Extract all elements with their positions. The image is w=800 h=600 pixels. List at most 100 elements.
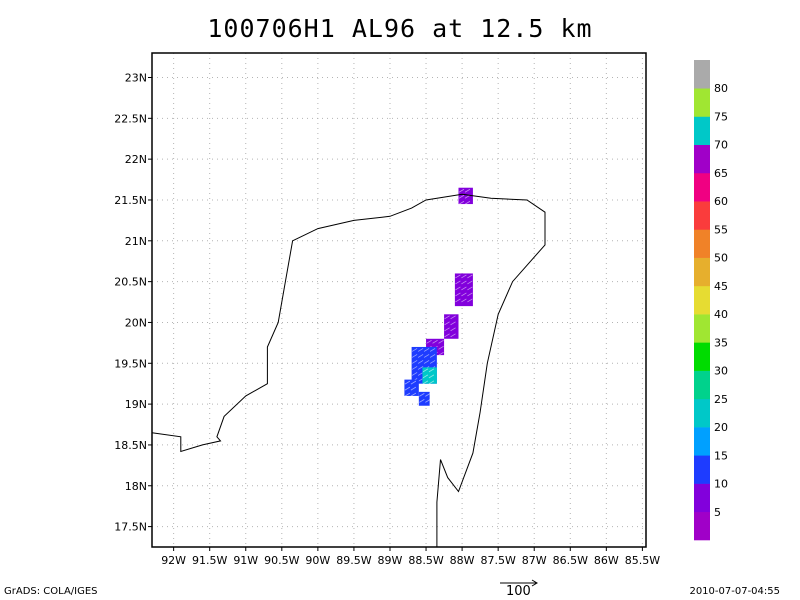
x-tick-label: 89.5W (336, 554, 371, 567)
x-tick-label: 86.5W (553, 554, 588, 567)
colorbar-label: 55 (714, 223, 728, 236)
wind-cluster-patch (454, 273, 473, 307)
y-tick-label: 22N (125, 153, 147, 166)
colorbar-swatch (694, 511, 710, 541)
wind-cluster (404, 379, 419, 397)
wind-barb (428, 368, 435, 373)
wind-barb (423, 360, 430, 364)
colorbar-swatch (694, 257, 710, 287)
colorbar-label: 50 (714, 252, 728, 265)
wind-barb (467, 286, 473, 291)
wind-barb (438, 345, 444, 350)
colorbar-swatch (694, 201, 710, 230)
wind-barb (411, 354, 418, 358)
colorbar-swatch (694, 342, 710, 371)
wind-cluster (454, 273, 473, 307)
wind-barb (450, 315, 456, 320)
wind-barb (444, 321, 450, 326)
wind-barb (455, 274, 461, 279)
colorbar-swatch (694, 455, 710, 484)
wind-barb (411, 366, 418, 370)
colorbar-label: 75 (714, 110, 728, 123)
colorbar-swatch (694, 60, 710, 89)
colorbar-label: 70 (714, 139, 728, 152)
reference-vector (500, 579, 538, 587)
colorbar: 5 10 15 20 25 30 35 40 45 50 55 60 65 70 75 80 (694, 60, 728, 541)
colorbar-label: 10 (714, 478, 728, 491)
wind-barb (450, 333, 456, 338)
y-tick-label: 19.5N (114, 357, 147, 370)
wind-barb (410, 386, 417, 391)
wind-barb (429, 360, 436, 364)
wind-barb (458, 194, 465, 199)
wind-cluster-patch (458, 187, 473, 205)
wind-barb (455, 280, 461, 285)
wind-barb (467, 280, 473, 285)
x-tick-label: 85.5W (625, 554, 660, 567)
wind-barb (467, 274, 473, 279)
wind-barb (404, 380, 411, 385)
colorbar-swatch (694, 427, 710, 456)
wind-barb (417, 360, 424, 364)
wind-barb (422, 374, 429, 379)
wind-barb (428, 374, 435, 379)
wind-barb (455, 298, 461, 303)
wind-cluster-patch (404, 379, 419, 396)
wind-barb (444, 327, 450, 332)
plot-frame (151, 52, 647, 548)
reference-vector-label: 100 (506, 584, 531, 599)
x-tick-label: 87.5W (480, 554, 515, 567)
y-tick-label: 21.5N (114, 194, 147, 207)
grid-lines (152, 53, 646, 547)
wind-barb (464, 200, 471, 205)
wind-cluster-patch (444, 314, 459, 339)
wind-barb (461, 280, 467, 285)
wind-barb (417, 372, 424, 376)
wind-barb (444, 315, 450, 320)
wind-barb (450, 321, 456, 326)
footer-credit: GrADS: COLA/IGES (4, 586, 98, 597)
wind-barb (426, 339, 432, 344)
wind-barb (411, 348, 418, 352)
wind-barb (458, 188, 465, 193)
wind-barb (444, 333, 450, 338)
colorbar-swatch (694, 88, 710, 117)
y-tick-label: 22.5N (114, 112, 147, 125)
colorbar-swatch (694, 314, 710, 343)
x-tick-label: 87W (522, 554, 547, 567)
colorbar-label: 20 (714, 421, 728, 434)
wind-barb (423, 354, 430, 358)
wind-barb (423, 348, 430, 352)
wind-barb (428, 380, 435, 385)
y-tick-label: 17.5N (114, 521, 147, 534)
colorbar-label: 80 (714, 82, 728, 95)
wind-barb (425, 399, 431, 403)
wind-barb (411, 360, 418, 364)
wind-barb (438, 339, 444, 344)
wind-barb (455, 286, 461, 291)
wind-barb (429, 354, 436, 358)
wind-cluster-patch (418, 391, 430, 406)
wind-barb (455, 292, 461, 297)
x-tick-label: 90.5W (264, 554, 299, 567)
footer-timestamp: 2010-07-07-04:55 (689, 586, 780, 597)
colorbar-swatch (694, 398, 710, 428)
wind-barb (410, 380, 417, 385)
wind-barb (464, 188, 471, 193)
wind-barb (425, 393, 431, 397)
colorbar-swatch (694, 229, 710, 258)
reference-vector-arrowhead (531, 579, 538, 587)
x-tick-label: 88.5W (408, 554, 443, 567)
wind-barb (404, 392, 411, 397)
wind-barb (422, 380, 429, 385)
x-tick-label: 90W (305, 554, 330, 567)
coastline (151, 193, 546, 547)
colorbar-label: 60 (714, 195, 728, 208)
wind-barb (461, 292, 467, 297)
x-tick-label: 91.5W (192, 554, 227, 567)
colorbar-label: 45 (714, 280, 728, 293)
colorbar-swatch (694, 172, 710, 202)
y-tick-label: 20.5N (114, 276, 147, 289)
wind-cluster (458, 187, 473, 205)
